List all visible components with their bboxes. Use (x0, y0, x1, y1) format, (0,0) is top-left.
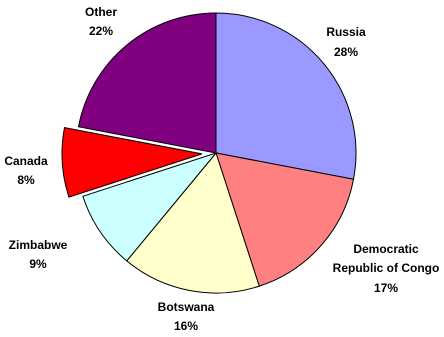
pie-slice-zimbabwe (82, 151, 218, 262)
slice-label-drc: Democratic (353, 242, 419, 256)
pie-slice-botswana (126, 151, 260, 294)
slice-label-drc-line2: Republic of Congo (333, 261, 440, 275)
pie-slice-other (77, 12, 217, 154)
slice-label-zimbabwe: Zimbabwe (9, 238, 68, 252)
slice-label-botswana: Botswana (158, 300, 215, 314)
slice-label-canada: Canada (4, 154, 48, 168)
pie-slice-democratic-republic-of-congo (215, 152, 355, 287)
slice-percent-other: 22% (89, 24, 113, 38)
pie-slice-canada (61, 127, 203, 198)
slice-percent-zimbabwe: 9% (29, 257, 47, 271)
pie-slice-russia (215, 12, 357, 180)
slice-percent-drc: 17% (374, 281, 398, 295)
pie-slices (61, 12, 357, 294)
slice-percent-russia: 28% (334, 45, 358, 59)
slice-label-other: Other (85, 5, 117, 19)
slice-label-russia: Russia (326, 25, 366, 39)
slice-percent-botswana: 16% (174, 319, 198, 333)
slice-percent-canada: 8% (17, 173, 35, 187)
pie-labels: Russia 28% Democratic Republic of Congo … (4, 5, 439, 333)
